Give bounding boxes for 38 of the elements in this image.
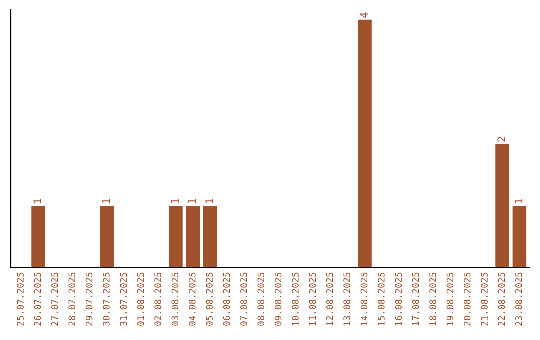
x-tick-label: 15.08.2025 <box>378 272 385 326</box>
x-tick-label: 22.08.2025 <box>498 272 506 326</box>
data-label: 1 <box>34 199 42 204</box>
x-tick-label: 02.08.2025 <box>154 272 162 326</box>
x-tick-label: 14.08.2025 <box>360 272 368 326</box>
x-tick-label: 19.08.2025 <box>446 272 454 326</box>
x-tick-label: 11.08.2025 <box>309 272 316 326</box>
x-tick-label: 20.08.2025 <box>464 272 471 326</box>
x-tick-label: 29.07.2025 <box>86 272 93 326</box>
x-tick-label: 03.08.2025 <box>172 272 179 326</box>
x-tick-label: 16.08.2025 <box>395 272 402 326</box>
x-tick-label: 25.07.2025 <box>17 272 24 326</box>
x-tick-label: 26.07.2025 <box>34 272 42 326</box>
x-tick-label: 09.08.2025 <box>274 272 282 326</box>
data-label: 1 <box>102 199 110 204</box>
data-label: 1 <box>171 199 179 204</box>
x-tick-label: 04.08.2025 <box>188 272 196 326</box>
x-tick-label: 05.08.2025 <box>206 272 213 326</box>
x-tick-label: 21.08.2025 <box>481 272 488 326</box>
data-label: 4 <box>360 12 368 18</box>
data-label: 1 <box>514 199 523 204</box>
data-label: 1 <box>188 199 196 204</box>
x-tick-label: 08.08.2025 <box>258 272 265 326</box>
x-tick-label: 27.07.2025 <box>51 272 58 326</box>
x-tick-label: 01.08.2025 <box>137 272 144 326</box>
x-tick-label: 30.07.2025 <box>103 272 110 326</box>
x-tick-label: 13.08.2025 <box>344 272 350 326</box>
data-label: 1 <box>206 199 214 204</box>
x-tick-label: 31.07.2025 <box>120 272 128 326</box>
data-label: 2 <box>498 137 506 142</box>
x-tick-label: 18.08.2025 <box>430 272 436 326</box>
x-tick-label: 28.07.2025 <box>68 272 76 326</box>
x-tick-label: 12.08.2025 <box>326 272 334 326</box>
x-tick-label: 06.08.2025 <box>223 272 230 326</box>
x-tick-label: 17.08.2025 <box>412 272 420 326</box>
x-tick-label: 10.08.2025 <box>292 272 299 326</box>
x-tick-label: 07.08.2025 <box>240 272 248 326</box>
x-tick-label: 23.08.2025 <box>516 272 522 326</box>
